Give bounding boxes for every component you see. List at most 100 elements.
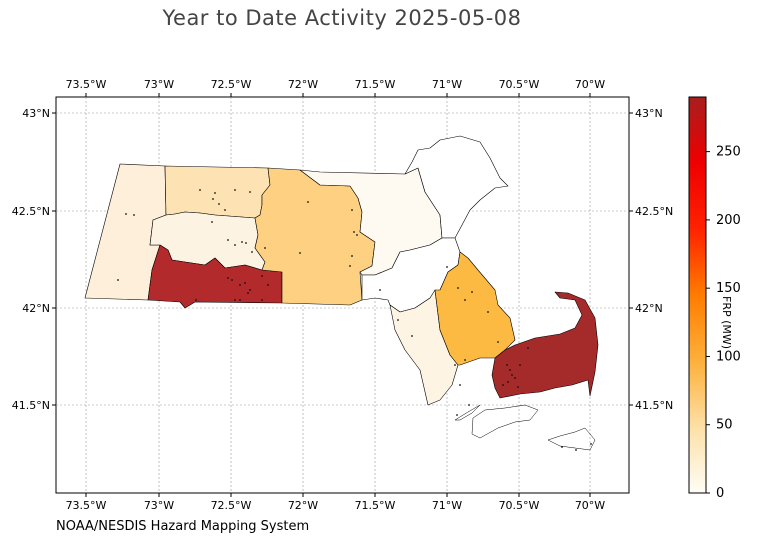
fire-detection-point — [249, 191, 251, 193]
lon-label-top: 71°W — [432, 78, 462, 91]
fire-detection-point — [471, 291, 473, 293]
fire-detection-point — [514, 377, 516, 379]
fire-detection-point — [464, 359, 466, 361]
fire-detection-point — [234, 189, 236, 191]
lon-label-top: 72.5°W — [211, 78, 252, 91]
lon-label-bottom: 70°W — [575, 499, 605, 512]
graticule: 73.5°W 73.5°W 73°W 73°W 72.5°W 72.5°W 72°W 72°W… — [12, 78, 673, 512]
lon-label-bottom: 72°W — [288, 499, 318, 512]
fire-detection-point — [234, 244, 236, 246]
fire-detection-point — [527, 347, 529, 349]
credit-footer: NOAA/NESDIS Hazard Mapping System — [56, 519, 310, 534]
fire-detection-point — [239, 284, 241, 286]
fire-detection-point — [245, 242, 247, 244]
colorbar — [688, 96, 707, 494]
region-barnstable — [491, 291, 599, 399]
lat-label-right: 43°N — [635, 107, 663, 120]
lat-label-left: 43°N — [22, 107, 50, 120]
fire-detection-point — [244, 282, 246, 284]
fire-detection-point — [397, 319, 399, 321]
lon-label-top: 73°W — [144, 78, 174, 91]
fire-detection-point — [459, 384, 461, 386]
fire-detection-point — [575, 449, 577, 451]
fire-detection-point — [239, 299, 241, 301]
fire-detection-point — [117, 279, 119, 281]
fire-detection-point — [351, 255, 353, 257]
colorbar-tick-label: 50 — [716, 418, 733, 433]
fire-detection-point — [261, 275, 263, 277]
fire-detection-point — [249, 289, 251, 291]
fire-detection-point — [497, 341, 499, 343]
lon-label-bottom: 73.5°W — [66, 499, 107, 512]
fire-detection-point — [457, 287, 459, 289]
lon-label-bottom: 72.5°W — [211, 499, 252, 512]
region-plymouth — [434, 251, 516, 366]
fire-detection-point — [351, 209, 353, 211]
lon-label-bottom: 73°W — [144, 499, 174, 512]
colorbar-tick-label: 250 — [716, 145, 741, 160]
lat-label-left: 42.5°N — [12, 205, 50, 218]
island-nantucket — [547, 427, 596, 451]
lon-label-top: 71.5°W — [355, 78, 396, 91]
lon-label-top: 70.5°W — [499, 78, 540, 91]
colorbar-label: FRP (MW) — [720, 296, 733, 350]
lat-label-right: 42.5°N — [635, 205, 673, 218]
fire-detection-point — [251, 251, 253, 253]
fire-detection-point — [227, 277, 229, 279]
fire-detection-point — [199, 189, 201, 191]
region-new-hampshire-border — [404, 135, 509, 239]
colorbar-tick-label: 100 — [716, 349, 741, 364]
fire-detection-point — [125, 213, 127, 215]
fire-detection-point — [464, 299, 466, 301]
fire-detection-point — [267, 284, 269, 286]
island-elizabeth — [454, 404, 481, 421]
fire-detection-point — [507, 381, 509, 383]
fire-detection-point — [224, 209, 226, 211]
fire-detection-point — [454, 364, 456, 366]
fire-detection-point — [509, 369, 511, 371]
fire-detection-point — [214, 192, 216, 194]
lon-label-bottom: 71.5°W — [355, 499, 396, 512]
fire-detection-point — [456, 414, 458, 416]
fire-detection-point — [590, 443, 592, 445]
fire-detection-point — [195, 299, 197, 301]
fire-detection-point — [517, 386, 519, 388]
fire-detection-point — [212, 198, 214, 200]
lon-label-top: 70°W — [575, 78, 605, 91]
fire-detection-point — [133, 214, 135, 216]
lon-label-bottom: 71°W — [432, 499, 462, 512]
fire-detection-point — [211, 221, 213, 223]
fire-detection-point — [261, 299, 263, 301]
fire-detection-point — [349, 265, 351, 267]
lat-label-right: 42°N — [635, 302, 663, 315]
fire-detection-point — [487, 311, 489, 313]
fire-detection-point — [511, 374, 513, 376]
fire-detection-point — [227, 239, 229, 241]
fire-detection-point — [519, 364, 521, 366]
lon-label-bottom: 70.5°W — [499, 499, 540, 512]
fire-detection-point — [231, 279, 233, 281]
fire-detection-point — [379, 289, 381, 291]
colorbar-tick-label: 0 — [716, 486, 724, 501]
colorbar-ticks: 0 50 100 150 200 250 — [706, 145, 741, 501]
fire-detection-point — [353, 231, 355, 233]
fire-detection-point — [247, 292, 249, 294]
map-title: Year to Date Activity 2025-05-08 — [162, 6, 522, 30]
colorbar-tick-label: 150 — [716, 281, 741, 296]
lat-label-left: 41.5°N — [12, 399, 50, 412]
fire-detection-point — [241, 241, 243, 243]
fire-detection-point — [307, 201, 309, 203]
fire-detection-point — [356, 234, 358, 236]
fire-detection-point — [502, 384, 504, 386]
region-franklin — [164, 165, 271, 219]
fire-detection-point — [446, 266, 448, 268]
fire-detection-point — [411, 335, 413, 337]
fire-detection-point — [299, 252, 301, 254]
fire-detection-point — [506, 364, 508, 366]
colorbar-tick-label: 200 — [716, 213, 741, 228]
lat-label-left: 42°N — [22, 302, 50, 315]
fire-detection-point — [234, 299, 236, 301]
fire-detection-point — [218, 203, 220, 205]
fire-detection-point — [264, 247, 266, 249]
